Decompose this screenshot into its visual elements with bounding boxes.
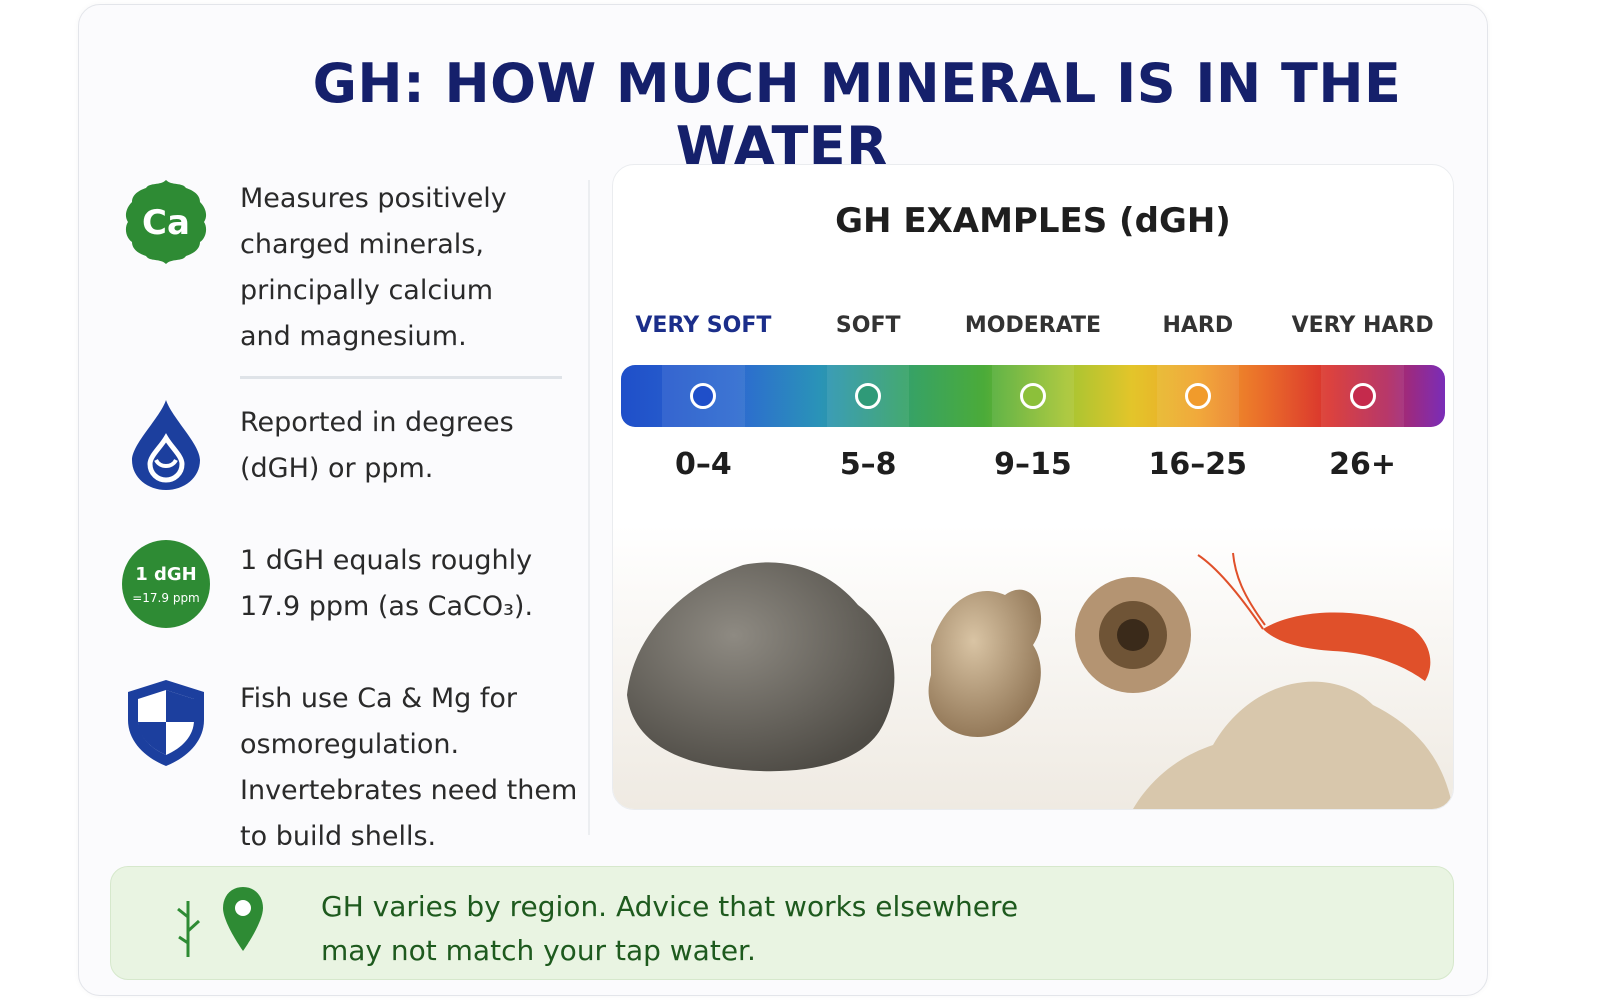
range-labels: 0–4 5–8 9–15 16–25 26+ — [621, 447, 1445, 482]
info-item-biology: Fish use Ca & Mg for osmoregulation. Inv… — [120, 676, 577, 860]
water-drop-icon — [120, 400, 212, 492]
shield-icon — [120, 676, 212, 768]
info-text-line: (dGH) or ppm. — [240, 453, 434, 484]
gh-examples-panel: GH EXAMPLES (dGH) VERY SOFT SOFT MODERAT… — [612, 164, 1454, 810]
location-pin-icon — [221, 885, 265, 955]
vertical-divider — [588, 180, 590, 835]
info-text-line: charged minerals, — [240, 229, 484, 260]
calcium-element-icon: Ca — [120, 176, 212, 268]
scale-segment — [786, 365, 951, 427]
info-item-measures: Ca Measures positively charged minerals,… — [120, 176, 507, 360]
plant-sprig-icon — [173, 893, 203, 959]
info-text-line: Measures positively — [240, 183, 507, 214]
info-text-line: to build shells. — [240, 821, 437, 852]
info-text-line: 1 dGH equals roughly — [240, 545, 533, 576]
scale-marker-icon — [690, 383, 717, 409]
scale-segment — [1280, 365, 1445, 427]
category-label: VERY SOFT — [635, 313, 772, 338]
range-label: 0–4 — [675, 447, 732, 482]
info-text-line: osmoregulation. — [240, 729, 460, 760]
scale-marker-icon — [1019, 383, 1046, 409]
rocks-and-shrimp-photo — [613, 525, 1453, 809]
category-labels: VERY SOFT SOFT MODERATE HARD VERY HARD — [621, 313, 1445, 338]
info-text-line: Fish use Ca & Mg for — [240, 683, 517, 714]
range-label: 26+ — [1329, 447, 1397, 482]
range-label: 9–15 — [994, 447, 1072, 482]
regional-note-banner: GH varies by region. Advice that works e… — [110, 866, 1454, 980]
svg-text:Ca: Ca — [142, 203, 190, 243]
category-label: VERY HARD — [1291, 313, 1434, 338]
range-label: 5–8 — [839, 447, 897, 482]
range-label: 16–25 — [1148, 447, 1248, 482]
panel-title: GH EXAMPLES (dGH) — [835, 201, 1231, 241]
scale-segment — [951, 365, 1116, 427]
info-text-line: Reported in degrees — [240, 407, 514, 438]
category-label: HARD — [1162, 313, 1234, 338]
info-text-line: 17.9 ppm (as CaCO₃). — [240, 591, 534, 622]
svg-text:1 dGH: 1 dGH — [135, 564, 197, 585]
scale-segment — [1115, 365, 1280, 427]
category-label: MODERATE — [964, 313, 1102, 338]
svg-text:=17.9 ppm: =17.9 ppm — [132, 591, 200, 605]
scale-segment — [621, 365, 786, 427]
scale-marker-icon — [1184, 383, 1211, 409]
category-label: SOFT — [835, 313, 901, 338]
info-text-line: and magnesium. — [240, 321, 467, 352]
footer-text-line: may not match your tap water. — [321, 934, 756, 967]
info-text-line: principally calcium — [240, 275, 494, 306]
info-item-conversion: 1 dGH =17.9 ppm 1 dGH equals roughly 17.… — [120, 538, 533, 630]
footer-text-line: GH varies by region. Advice that works e… — [321, 890, 1019, 923]
scale-marker-icon — [1349, 383, 1376, 409]
dgh-conversion-badge-icon: 1 dGH =17.9 ppm — [120, 538, 212, 630]
divider — [240, 376, 562, 379]
hardness-scale-bar — [621, 365, 1445, 427]
info-item-units: Reported in degrees (dGH) or ppm. — [120, 400, 514, 492]
scale-marker-icon — [855, 383, 882, 409]
page-title: GH: HOW MUCH MINERAL IS IN THE WATER — [312, 52, 1402, 178]
info-text-line: Invertebrates need them — [240, 775, 578, 806]
